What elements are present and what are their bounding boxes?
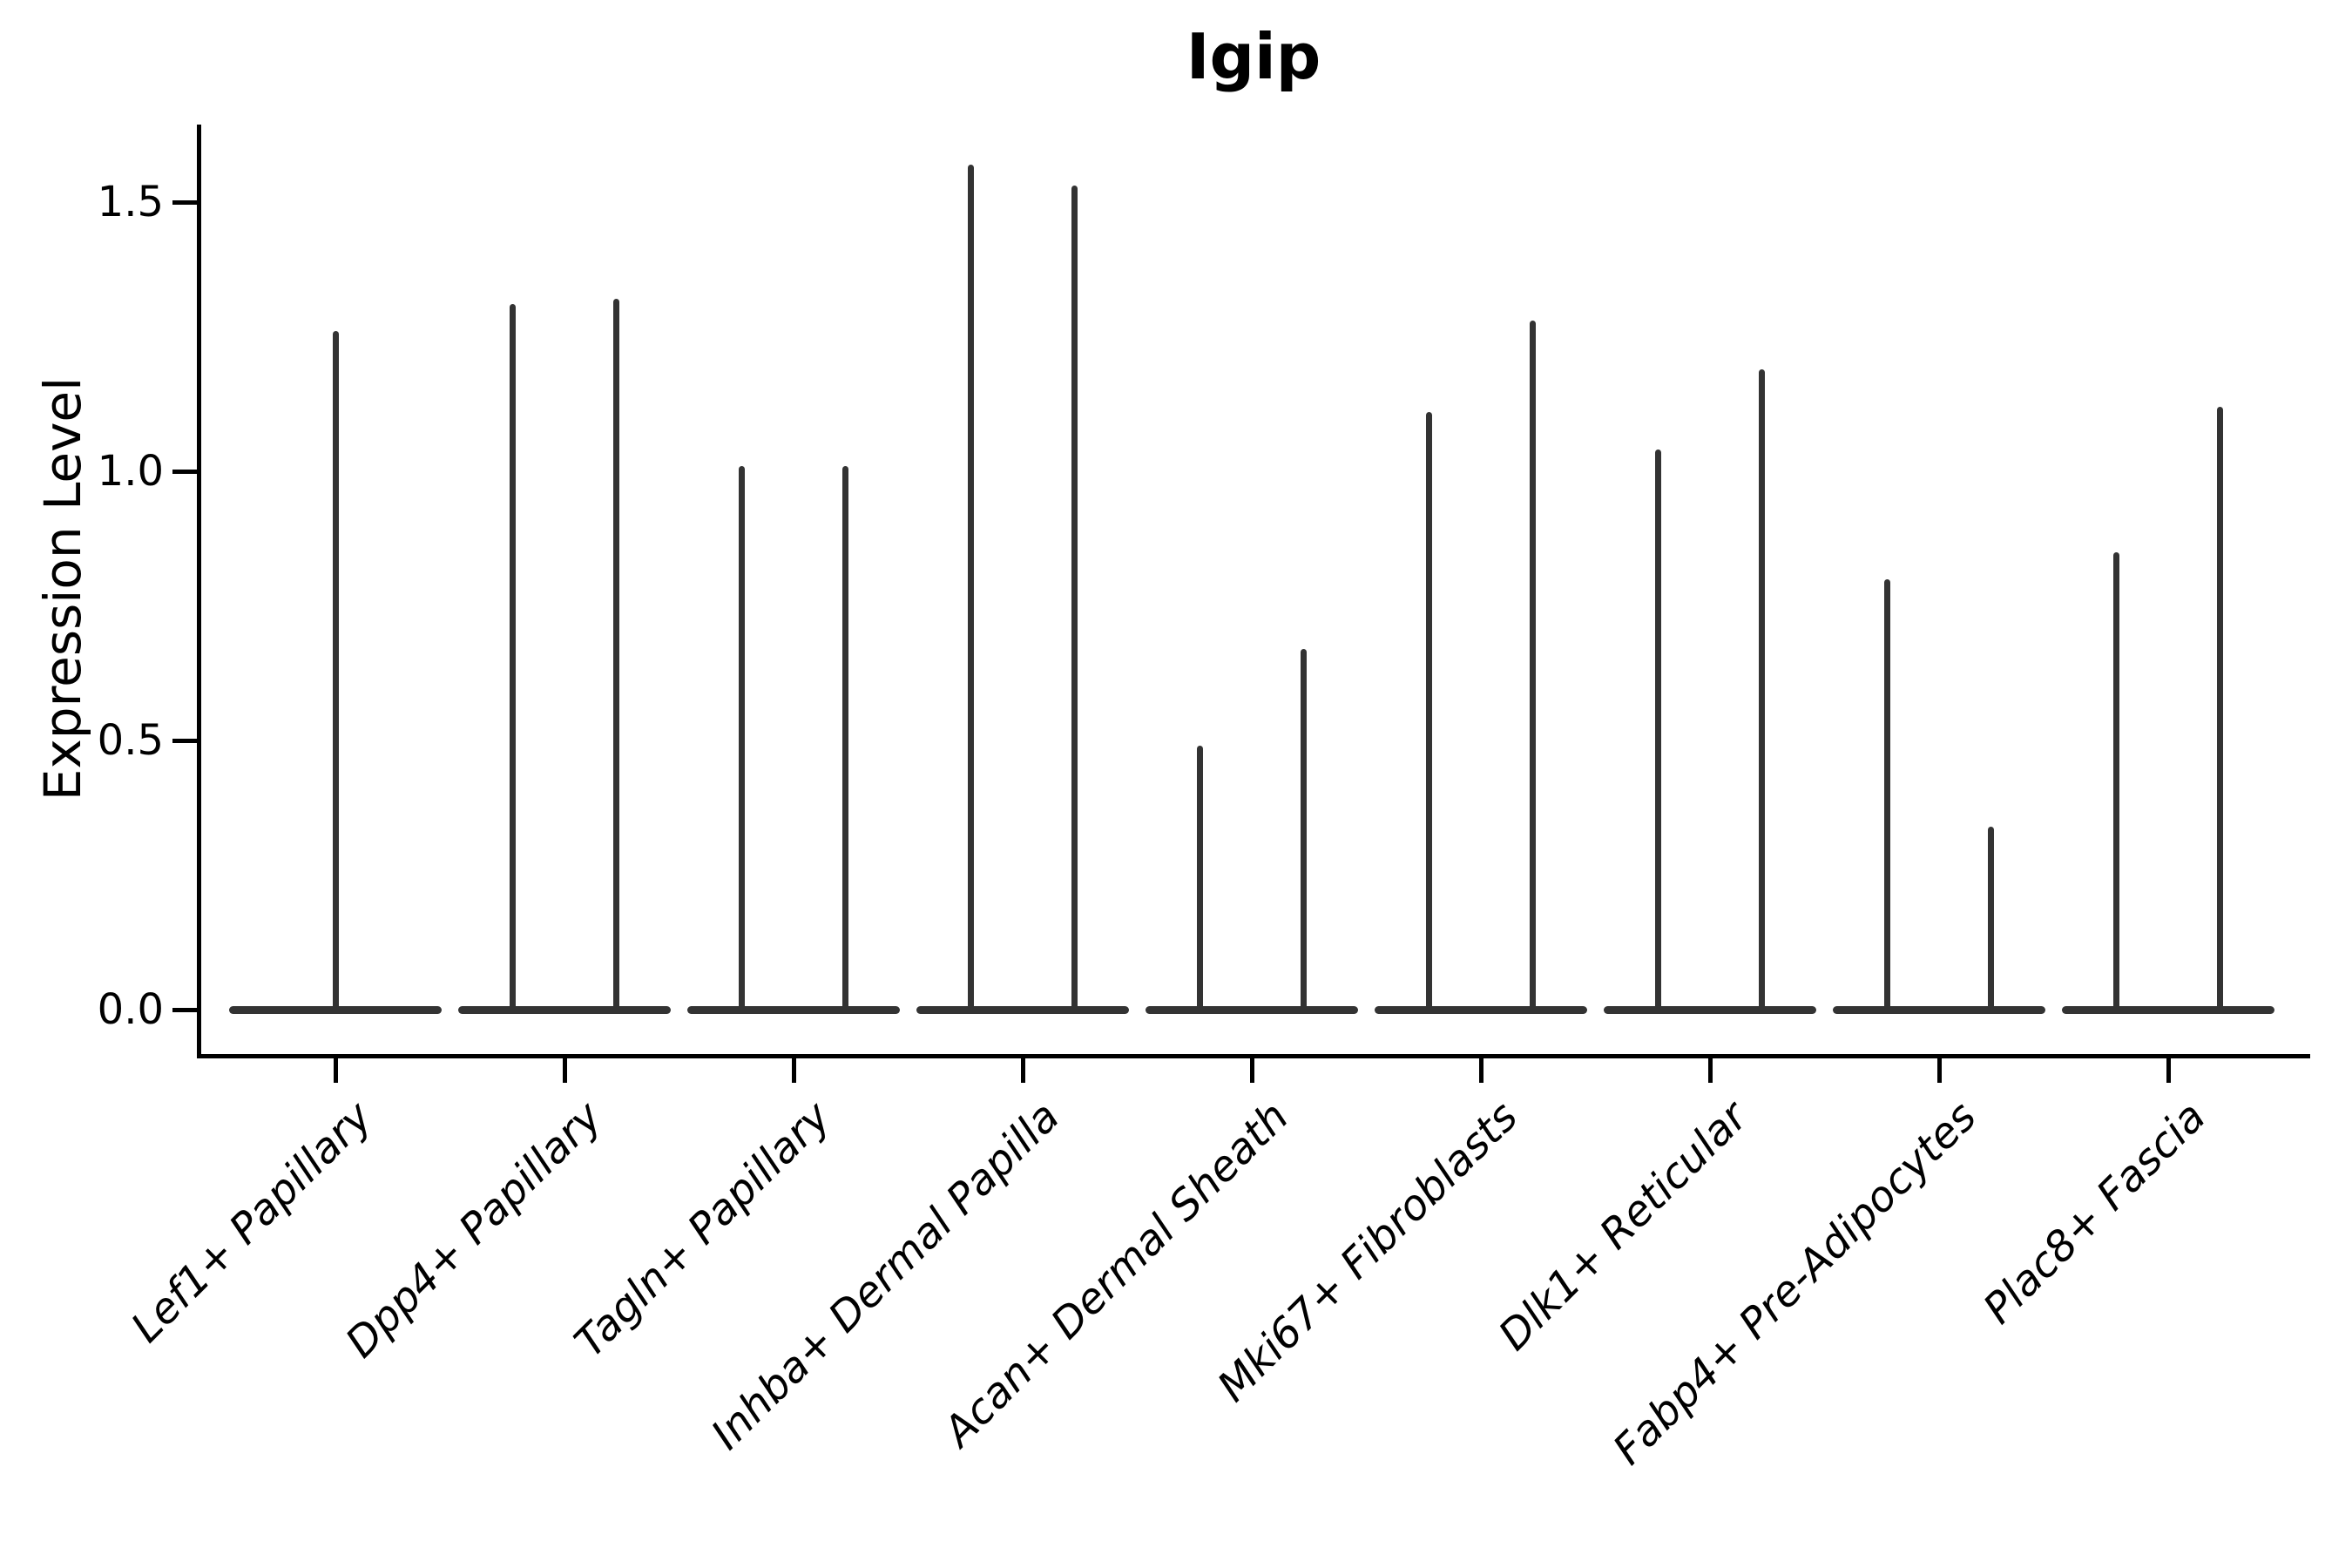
x-axis-tick: [2166, 1058, 2171, 1083]
y-axis-spine: [197, 125, 201, 1058]
x-axis-tick: [1937, 1058, 1942, 1083]
violin-spike: [1301, 648, 1307, 1010]
y-axis-tick: [172, 200, 197, 205]
violin-spike: [2113, 551, 2119, 1010]
violin-spike: [739, 465, 745, 1010]
x-tick-label: Tagln+ Papillary: [565, 1092, 841, 1368]
x-axis-spine: [197, 1054, 2310, 1058]
violin-base: [1604, 1006, 1816, 1014]
violin-spike: [968, 164, 974, 1010]
x-axis-tick: [792, 1058, 796, 1083]
x-axis-tick: [1708, 1058, 1713, 1083]
violin-spike: [1988, 826, 1994, 1010]
x-tick-label: Plac8+ Fascia: [1973, 1092, 2215, 1334]
chart-title: Igip: [1186, 20, 1321, 93]
violin-spike: [1759, 368, 1765, 1010]
y-axis-label: Expression Level: [33, 376, 92, 801]
violin-base: [916, 1006, 1129, 1014]
y-axis-tick: [172, 470, 197, 474]
x-axis-tick: [1479, 1058, 1484, 1083]
violin-base: [1146, 1006, 1358, 1014]
violin-base: [2062, 1006, 2274, 1014]
x-tick-label: Dpp4+ Papillary: [335, 1092, 612, 1368]
violin-base: [458, 1006, 671, 1014]
x-axis-tick: [334, 1058, 338, 1083]
x-tick-label: Lef1+ Papillary: [122, 1092, 382, 1352]
violin-base: [687, 1006, 900, 1014]
violin-base: [1833, 1006, 2045, 1014]
violin-spike: [1655, 449, 1661, 1010]
violin-spike: [510, 304, 516, 1010]
x-axis-tick: [563, 1058, 567, 1083]
violin-spike: [1884, 578, 1890, 1010]
x-axis-tick: [1250, 1058, 1254, 1083]
y-axis-tick: [172, 1008, 197, 1012]
y-tick-label: 1.5: [97, 178, 164, 226]
violin-spike: [1530, 320, 1536, 1010]
violin-spike: [2217, 406, 2223, 1010]
y-tick-label: 1.0: [97, 447, 164, 496]
x-tick-label: Dlk1+ Reticular: [1489, 1092, 1757, 1361]
violin-base: [1375, 1006, 1587, 1014]
violin-spike: [1426, 412, 1432, 1010]
x-axis-tick: [1021, 1058, 1025, 1083]
violin-spike: [332, 331, 339, 1010]
y-tick-label: 0.5: [97, 716, 164, 765]
violin-spike: [613, 299, 619, 1010]
violin-spike: [1071, 186, 1078, 1010]
y-axis-tick: [172, 739, 197, 743]
violin-spike: [842, 465, 848, 1010]
violin-spike: [1197, 746, 1203, 1010]
y-tick-label: 0.0: [97, 985, 164, 1034]
